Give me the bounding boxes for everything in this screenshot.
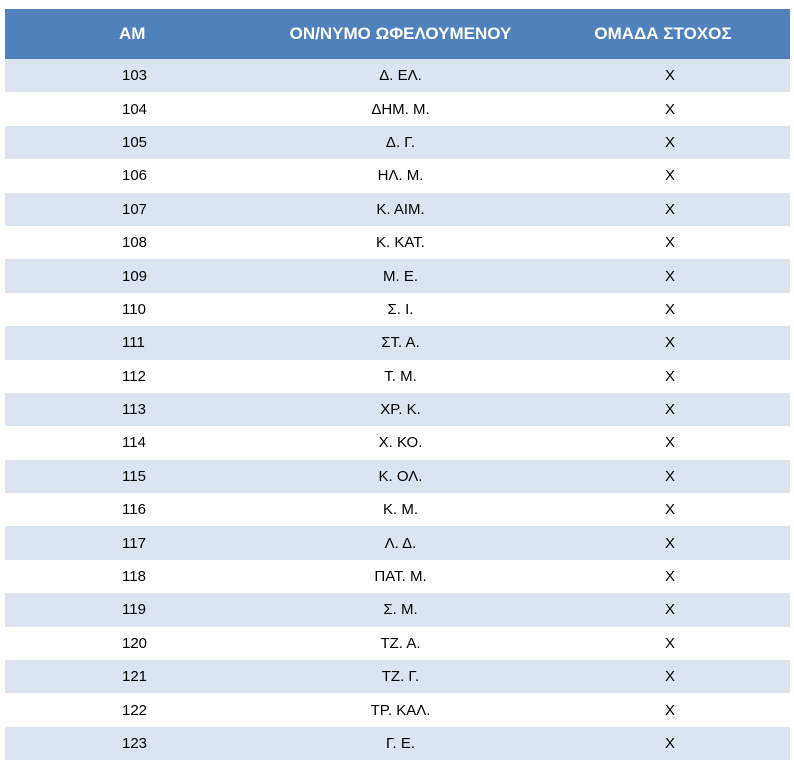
beneficiaries-table: ΑΜ ΟΝ/ΝΥΜΟ ΩΦΕΛΟΥΜΕΝΟΥ ΟΜΑΔΑ ΣΤΟΧΟΣ 103 Δ…: [5, 9, 790, 761]
cell-target-group: Χ: [664, 100, 675, 118]
cell-am: 105: [122, 133, 148, 151]
cell-beneficiary-name: Δ. ΕΛ.: [379, 67, 422, 85]
table-row: 106 ΗΛ. Μ. Χ: [5, 159, 790, 193]
table-row: 103 Δ. ΕΛ. Χ: [5, 59, 790, 93]
cell-target-group: Χ: [664, 601, 675, 619]
table-row: 120 ΤΖ. Α. Χ: [5, 626, 790, 661]
table-row: 115 Κ. ΟΛ. Χ: [5, 459, 790, 494]
cell-am: 118: [122, 568, 146, 586]
cell-target-group: Χ: [664, 434, 675, 452]
cell-target-group: Χ: [664, 401, 675, 419]
cell-am: 122: [122, 701, 148, 719]
beneficiaries-table-container: ΑΜ ΟΝ/ΝΥΜΟ ΩΦΕΛΟΥΜΕΝΟΥ ΟΜΑΔΑ ΣΤΟΧΟΣ 103 Δ…: [5, 9, 790, 761]
table-body: 103 Δ. ΕΛ. Χ 104 ΔΗΜ. Μ. Χ 105 Δ. Γ. Χ 106 ΗΛ. Μ. Χ…: [5, 59, 790, 761]
cell-am: 123: [122, 735, 148, 752]
cell-am: 106: [122, 167, 148, 185]
cell-beneficiary-name: Κ. ΑΙΜ.: [376, 200, 425, 218]
table-row: 111 ΣΤ. Α. Χ: [5, 326, 790, 360]
table-row: 107 Κ. ΑΙΜ. Χ: [5, 192, 790, 226]
cell-am: 120: [122, 634, 148, 652]
table-row: 105 Δ. Γ. Χ: [5, 125, 790, 160]
cell-am: 107: [122, 200, 148, 218]
cell-beneficiary-name: ΤΖ. Γ.: [381, 668, 420, 686]
header-row: ΑΜ ΟΝ/ΝΥΜΟ ΩΦΕΛΟΥΜΕΝΟΥ ΟΜΑΔΑ ΣΤΟΧΟΣ: [5, 9, 790, 59]
cell-beneficiary-name: Λ. Δ.: [384, 534, 417, 552]
cell-beneficiary-name: ΧΡ. Κ.: [380, 401, 421, 419]
table-row: 104 ΔΗΜ. Μ. Χ: [5, 92, 790, 126]
cell-am: 114: [122, 434, 146, 452]
cell-target-group: Χ: [664, 668, 675, 686]
cell-target-group: Χ: [664, 634, 675, 652]
cell-target-group: Χ: [664, 501, 675, 519]
cell-target-group: Χ: [664, 534, 675, 552]
cell-beneficiary-name: Κ. ΟΛ.: [378, 467, 423, 485]
cell-target-group: Χ: [664, 67, 675, 85]
table-row: 110 Σ. Ι. Χ: [5, 292, 790, 327]
cell-beneficiary-name: ΣΤ. Α.: [381, 334, 420, 352]
cell-am: 111: [122, 334, 145, 352]
cell-beneficiary-name: Γ. Ε.: [385, 735, 416, 752]
cell-am: 104: [122, 100, 148, 118]
cell-am: 109: [122, 267, 148, 285]
cell-beneficiary-name: ΗΛ. Μ.: [377, 167, 424, 185]
cell-target-group: Χ: [664, 334, 675, 352]
cell-target-group: Χ: [664, 300, 675, 318]
cell-beneficiary-name: Χ. ΚΟ.: [378, 434, 423, 452]
cell-target-group: Χ: [664, 200, 675, 218]
cell-target-group: Χ: [664, 234, 675, 252]
header-am: ΑΜ: [119, 24, 146, 43]
cell-beneficiary-name: ΠΑΤ. Μ.: [374, 568, 427, 586]
cell-target-group: Χ: [664, 167, 675, 185]
table-header: ΑΜ ΟΝ/ΝΥΜΟ ΩΦΕΛΟΥΜΕΝΟΥ ΟΜΑΔΑ ΣΤΟΧΟΣ: [5, 9, 790, 59]
cell-am: 121: [122, 668, 148, 686]
table-row: 112 Τ. Μ. Χ: [5, 359, 790, 393]
table-row: 108 Κ. ΚΑΤ. Χ: [5, 225, 790, 260]
table-row: 116 Κ. Μ. Χ: [5, 493, 790, 527]
table-row: 114 Χ. ΚΟ. Χ: [5, 426, 790, 460]
table-row: 119 Σ. Μ. Χ: [5, 593, 790, 627]
cell-target-group: Χ: [664, 367, 675, 385]
table-row: 121 ΤΖ. Γ. Χ: [5, 660, 790, 694]
cell-beneficiary-name: Δ. Γ.: [385, 133, 416, 151]
cell-am: 117: [122, 534, 146, 552]
table-row: 118 ΠΑΤ. Μ. Χ: [5, 559, 790, 594]
cell-beneficiary-name: Τ. Μ.: [384, 367, 417, 385]
cell-beneficiary-name: Κ. ΚΑΤ.: [376, 234, 425, 252]
cell-am: 113: [122, 401, 146, 419]
cell-am: 103: [122, 67, 148, 85]
cell-target-group: Χ: [664, 568, 675, 586]
cell-beneficiary-name: Μ. Ε.: [382, 267, 418, 285]
cell-beneficiary-name: ΔΗΜ. Μ.: [371, 100, 430, 118]
cell-am: 116: [122, 501, 146, 519]
table-row: 117 Λ. Δ. Χ: [5, 526, 790, 560]
header-target-group: ΟΜΑΔΑ ΣΤΟΧΟΣ: [594, 24, 732, 43]
cell-target-group: Χ: [664, 267, 675, 285]
cell-target-group: Χ: [664, 701, 675, 719]
cell-am: 110: [122, 300, 146, 318]
table-row: 123 Γ. Ε. Χ: [5, 726, 790, 761]
cell-beneficiary-name: ΤΡ. ΚΑΛ.: [370, 701, 431, 719]
cell-am: 119: [122, 601, 146, 619]
cell-beneficiary-name: Σ. Ι.: [387, 300, 414, 318]
table-row: 109 Μ. Ε. Χ: [5, 259, 790, 293]
cell-beneficiary-name: ΤΖ. Α.: [380, 634, 421, 652]
header-name: ΟΝ/ΝΥΜΟ ΩΦΕΛΟΥΜΕΝΟΥ: [289, 24, 512, 43]
cell-am: 115: [122, 467, 146, 485]
cell-target-group: Χ: [664, 467, 675, 485]
cell-target-group: Χ: [664, 735, 675, 752]
cell-beneficiary-name: Κ. Μ.: [382, 501, 418, 519]
cell-am: 112: [122, 367, 146, 385]
table-row: 113 ΧΡ. Κ. Χ: [5, 392, 790, 427]
cell-beneficiary-name: Σ. Μ.: [383, 601, 418, 619]
cell-target-group: Χ: [664, 133, 675, 151]
cell-am: 108: [122, 234, 148, 252]
table-row: 122 ΤΡ. ΚΑΛ. Χ: [5, 693, 790, 727]
